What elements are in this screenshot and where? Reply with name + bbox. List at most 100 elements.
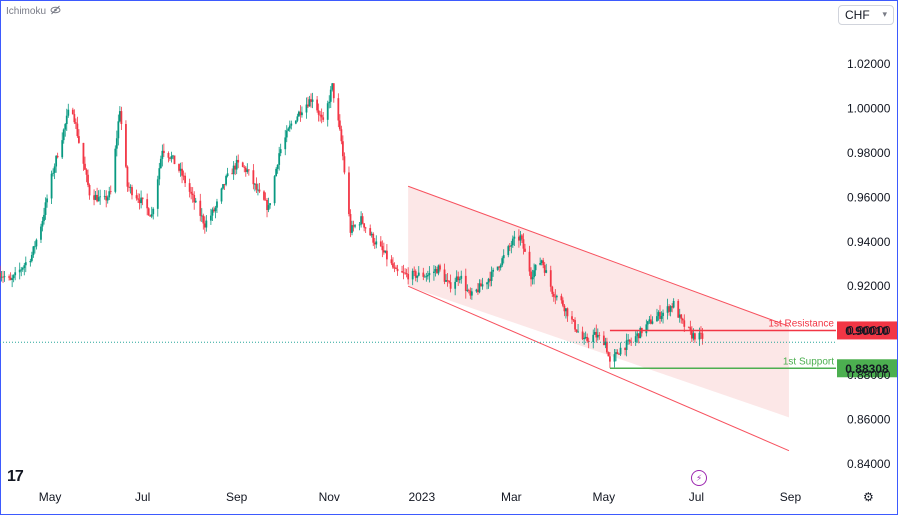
candle-body bbox=[401, 271, 403, 273]
candle-body bbox=[513, 236, 516, 239]
resistance-level[interactable]: 1st Resistance 0.90010 bbox=[609, 318, 897, 340]
x-tick-label: Sep bbox=[226, 490, 248, 504]
candle bbox=[502, 249, 505, 264]
candle-body bbox=[651, 321, 654, 324]
y-tick-label: 0.94000 bbox=[847, 235, 891, 249]
candle bbox=[402, 264, 405, 280]
candle bbox=[319, 110, 322, 122]
candle-body bbox=[200, 215, 203, 217]
candle-body bbox=[619, 347, 622, 355]
candle-body bbox=[67, 109, 70, 116]
candle bbox=[188, 178, 191, 198]
candle bbox=[598, 332, 601, 340]
indicator-legend[interactable]: Ichimoku bbox=[6, 5, 61, 18]
price-axis[interactable]: 0.84000 0.86000 0.88000 0.90000 0.92000 0.940… bbox=[847, 13, 891, 471]
descending-channel[interactable] bbox=[407, 185, 790, 452]
candle-body bbox=[290, 123, 293, 126]
candlestick-series bbox=[0, 82, 704, 368]
candle bbox=[448, 280, 451, 284]
candle bbox=[678, 308, 681, 323]
support-resistance-levels[interactable]: 1st Resistance 0.90010 1st Support 0.88308 bbox=[0, 318, 897, 378]
candle bbox=[273, 175, 276, 206]
candle bbox=[549, 265, 552, 292]
channel-fill bbox=[408, 186, 789, 418]
candle bbox=[489, 271, 491, 287]
support-level[interactable]: 1st Support 0.88308 bbox=[609, 356, 897, 378]
candle bbox=[666, 298, 669, 320]
candle-body bbox=[609, 356, 611, 362]
candle-body bbox=[701, 333, 704, 339]
candle-body bbox=[446, 280, 449, 281]
candle bbox=[478, 279, 481, 294]
candle bbox=[205, 215, 208, 232]
candle bbox=[690, 326, 693, 343]
candle-body bbox=[360, 216, 363, 225]
candle-body bbox=[659, 312, 661, 319]
candle-body bbox=[319, 114, 322, 116]
candle bbox=[534, 264, 537, 277]
currency-value: CHF bbox=[845, 8, 870, 22]
x-tick-label: May bbox=[39, 490, 62, 504]
channel-upper-line[interactable] bbox=[407, 185, 790, 327]
candle bbox=[14, 266, 17, 281]
candle-body bbox=[269, 203, 271, 206]
candle bbox=[209, 208, 212, 225]
candle bbox=[41, 216, 44, 232]
candle bbox=[616, 349, 619, 355]
candle-body bbox=[332, 83, 335, 99]
candle-body bbox=[470, 291, 473, 296]
candle bbox=[202, 213, 205, 230]
candle-body bbox=[454, 281, 457, 289]
candle bbox=[563, 303, 566, 317]
candle bbox=[464, 268, 467, 299]
candle bbox=[167, 151, 170, 163]
candle-body bbox=[384, 250, 387, 253]
candle-body bbox=[173, 155, 176, 165]
currency-selector[interactable]: CHF ▾ bbox=[838, 5, 894, 25]
time-axis[interactable]: May Jul Sep Nov 2023 Mar May Jul Sep bbox=[39, 490, 802, 504]
candle bbox=[338, 114, 341, 131]
candle-body bbox=[85, 169, 88, 175]
level-label: 1st Support bbox=[783, 356, 834, 367]
candle-body bbox=[637, 333, 640, 339]
candle bbox=[278, 146, 281, 171]
candle-body bbox=[563, 305, 566, 312]
lightning-event-icon[interactable]: ⚡ bbox=[691, 470, 707, 486]
candle-body bbox=[448, 280, 451, 283]
candle-body bbox=[288, 125, 291, 129]
candle-body bbox=[402, 272, 405, 274]
candle bbox=[191, 187, 194, 203]
candle-body bbox=[423, 276, 426, 278]
tradingview-logo-icon[interactable]: 17 bbox=[7, 468, 24, 485]
settings-gear-icon[interactable]: ⚙ bbox=[863, 490, 874, 504]
channel-lower-line[interactable] bbox=[407, 285, 790, 452]
candle bbox=[449, 274, 452, 293]
candle bbox=[543, 262, 546, 277]
candle bbox=[566, 307, 569, 322]
candle bbox=[172, 154, 174, 160]
candle-body bbox=[94, 194, 97, 200]
candle bbox=[269, 202, 271, 209]
candle bbox=[56, 152, 59, 159]
eye-crossed-icon[interactable] bbox=[50, 5, 61, 18]
candle-body bbox=[455, 276, 458, 282]
price-tag-label: 0.90010 bbox=[845, 324, 889, 338]
candle bbox=[660, 311, 663, 322]
candle bbox=[35, 238, 38, 250]
candle-body bbox=[214, 207, 217, 212]
candle-body bbox=[93, 195, 95, 200]
candle-body bbox=[693, 333, 696, 340]
candle-body bbox=[543, 265, 546, 273]
candle-body bbox=[581, 331, 584, 340]
candle-body bbox=[149, 215, 152, 217]
candle-body bbox=[172, 155, 174, 157]
candle bbox=[311, 92, 314, 109]
candle-body bbox=[545, 270, 548, 273]
candle-body bbox=[76, 123, 79, 137]
candle bbox=[326, 100, 329, 127]
candle-body bbox=[162, 150, 165, 154]
candle-body bbox=[613, 354, 616, 362]
candle-body bbox=[630, 341, 633, 343]
candle bbox=[288, 120, 291, 132]
